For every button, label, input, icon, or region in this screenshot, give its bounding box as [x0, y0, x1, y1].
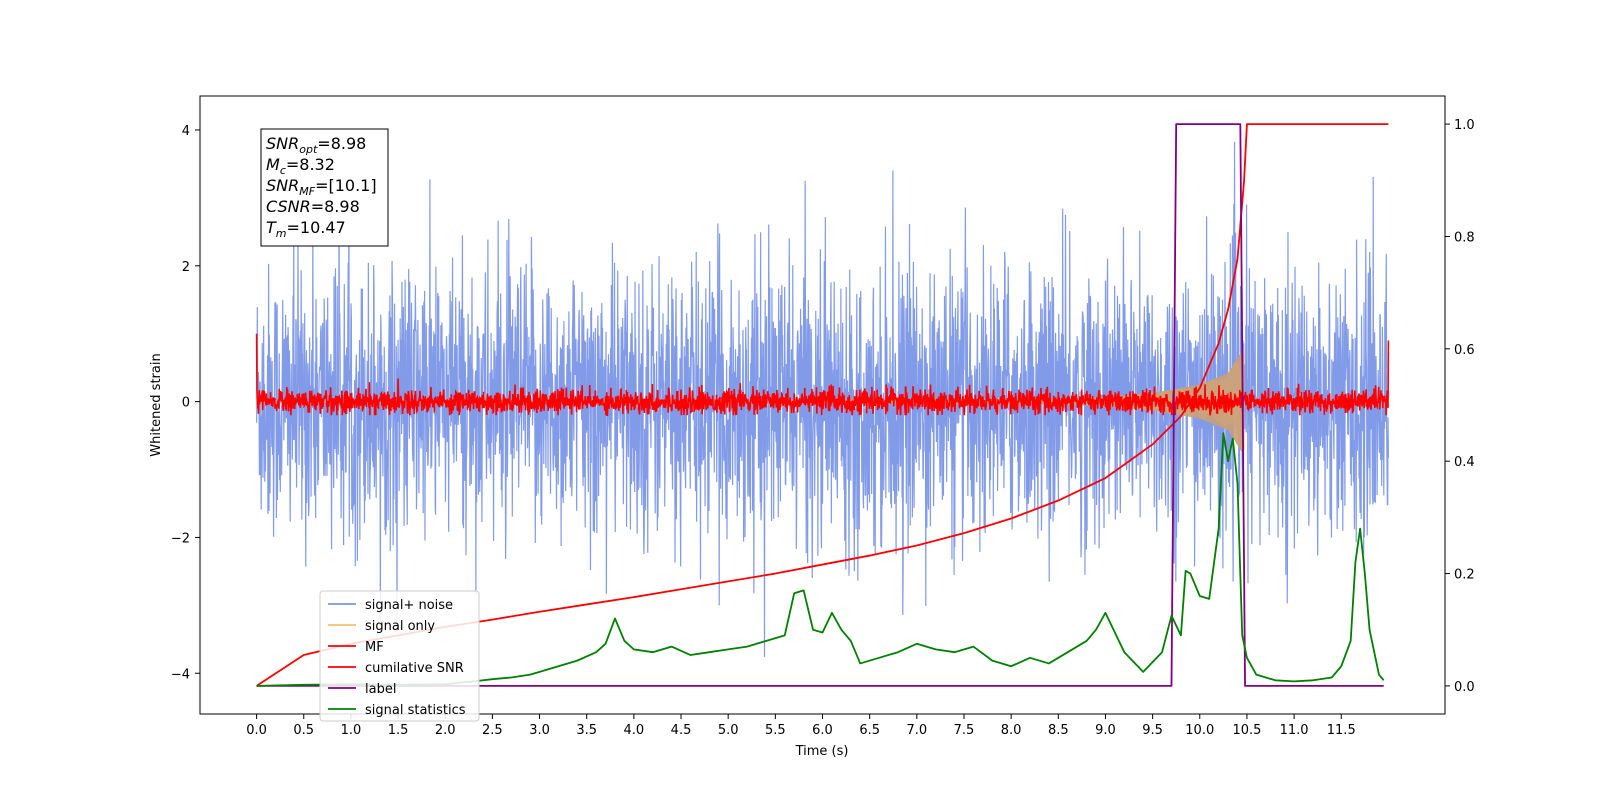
- annotation-subscript: m: [276, 227, 287, 240]
- x-tick-label: 3.0: [529, 723, 550, 738]
- x-tick-label: 4.5: [671, 723, 692, 738]
- y-axis-title: Whitened strain: [149, 353, 164, 456]
- x-tick-label: 9.5: [1142, 723, 1163, 738]
- x-axis: 0.0 0.5 1.0 1.5 2.0 2.5 3.0 3.5 4.0 4.5 5.0 5.5 6.0 6…: [246, 714, 1356, 738]
- x-tick-label: 7.5: [954, 723, 975, 738]
- x-tick-label: 2.0: [435, 723, 456, 738]
- y-tick-label: −2: [171, 531, 190, 546]
- annotation-line: SNRMF=[10.1]: [266, 176, 377, 198]
- annotation-line: Mc=8.32: [266, 155, 335, 177]
- x-tick-label: 3.5: [576, 723, 597, 738]
- annotation-symbol: SNR: [266, 176, 299, 195]
- y2-tick-label: 0.4: [1454, 455, 1475, 470]
- annotation-symbol: CSNR: [266, 197, 311, 216]
- annotation-value: =[10.1]: [315, 176, 377, 195]
- legend: signal+ noise signal only MF cumilative SNR…: [319, 590, 480, 722]
- annotation-value: =10.47: [287, 218, 346, 237]
- y-axis-left: 4 2 0 −2 −4: [171, 124, 200, 682]
- annotation-line: CSNR=8.98: [266, 197, 360, 216]
- annotation-value: =8.98: [317, 134, 366, 153]
- y2-tick-label: 1.0: [1454, 118, 1475, 133]
- legend-label: signal only: [365, 619, 435, 634]
- x-tick-label: 0.5: [293, 723, 314, 738]
- x-tick-label: 1.0: [341, 723, 362, 738]
- y-tick-label: 4: [182, 124, 190, 139]
- x-tick-label: 11.0: [1280, 723, 1309, 738]
- legend-frame: [319, 590, 480, 722]
- y2-tick-label: 0.2: [1454, 568, 1475, 583]
- legend-label: MF: [365, 640, 384, 655]
- series-signal-statistics-line: [256, 432, 1385, 687]
- annotation-line: SNRopt=8.98: [266, 134, 366, 156]
- legend-label: signal+ noise: [365, 598, 453, 613]
- annotation-subscript: MF: [299, 185, 315, 198]
- y2-tick-label: 0.8: [1454, 230, 1475, 245]
- annotation-subscript: c: [280, 164, 286, 177]
- x-tick-label: 10.5: [1232, 723, 1261, 738]
- y2-tick-label: 0.0: [1454, 680, 1475, 695]
- annotation-symbol: SNR: [266, 134, 299, 153]
- y-tick-label: 2: [182, 260, 190, 275]
- x-tick-label: 0.0: [246, 723, 267, 738]
- x-tick-label: 8.0: [1001, 723, 1022, 738]
- series-label-line: [256, 123, 1384, 687]
- x-tick-label: 6.5: [859, 723, 880, 738]
- x-tick-label: 7.0: [906, 723, 927, 738]
- annotation-box: SNRopt=8.98Mc=8.32SNRMF=[10.1]CSNR=8.98T…: [260, 128, 389, 247]
- x-tick-label: 1.5: [388, 723, 409, 738]
- x-tick-label: 10.0: [1185, 723, 1214, 738]
- x-tick-label: 4.0: [624, 723, 645, 738]
- x-tick-label: 6.0: [812, 723, 833, 738]
- annotation-subscript: opt: [299, 143, 318, 156]
- x-tick-label: 9.0: [1095, 723, 1116, 738]
- x-tick-label: 8.5: [1048, 723, 1069, 738]
- annotation-line: Tm=10.47: [266, 218, 346, 240]
- x-tick-label: 5.5: [765, 723, 786, 738]
- annotation-symbol: M: [266, 155, 280, 174]
- y-tick-label: 0: [182, 396, 190, 411]
- series-mf-line: [255, 333, 1390, 416]
- x-axis-title: Time (s): [795, 744, 849, 759]
- x-tick-label: 5.0: [718, 723, 739, 738]
- x-tick-label: 2.5: [482, 723, 503, 738]
- y-tick-label: −4: [171, 667, 190, 682]
- annotation-value: =8.98: [311, 197, 360, 216]
- legend-label: cumilative SNR: [365, 661, 464, 676]
- annotation-symbol: T: [266, 218, 277, 237]
- legend-label: signal statistics: [365, 703, 466, 718]
- annotation-value: =8.32: [286, 155, 335, 174]
- y-axis-right: 1.0 0.8 0.6 0.4 0.2 0.0: [1445, 118, 1475, 695]
- y2-tick-label: 0.6: [1454, 343, 1475, 358]
- legend-label: label: [365, 682, 396, 697]
- x-tick-label: 11.5: [1327, 723, 1356, 738]
- series-signal-noise-line: [255, 141, 1390, 657]
- annotation-frame: [260, 128, 389, 247]
